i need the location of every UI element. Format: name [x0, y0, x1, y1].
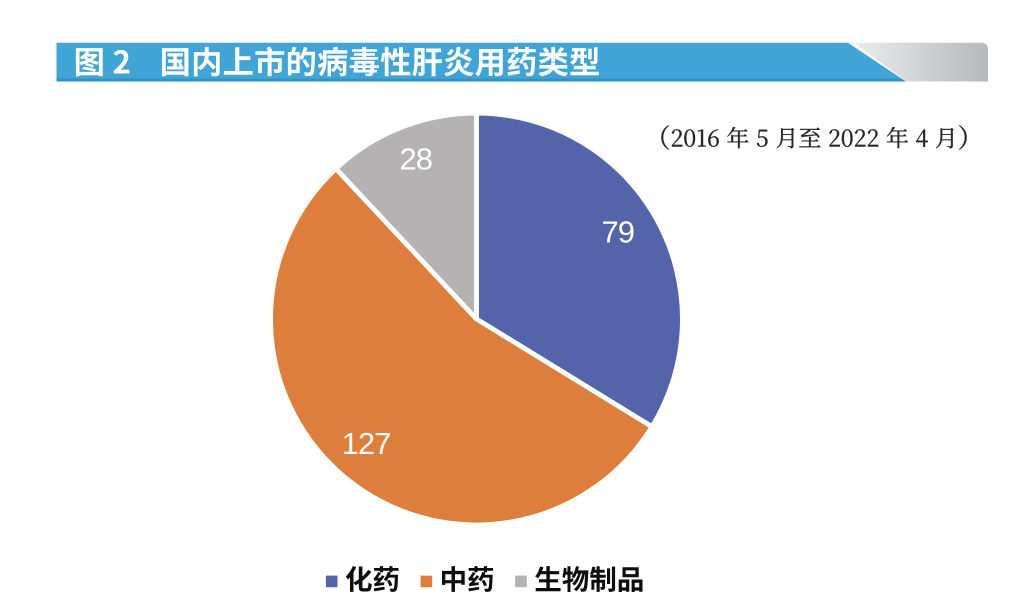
svg-text:79: 79	[602, 215, 634, 250]
svg-text:28: 28	[399, 142, 431, 177]
svg-text:127: 127	[342, 426, 391, 461]
